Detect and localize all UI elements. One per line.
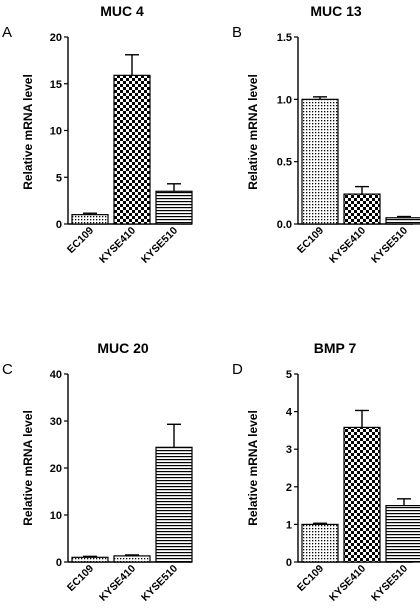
plot-area: 0.0 0.5 1.0 1.5 EC109 KYSE410 KYSE510 <box>277 32 420 266</box>
bar-ec109 <box>71 556 109 563</box>
y-tick-label: 0.0 <box>277 219 292 231</box>
y-tick-label: 0 <box>286 557 292 569</box>
panel-a: A MUC 4 Relative mRNA level 0 5 10 15 20 EC10… <box>2 3 193 266</box>
x-category-label: KYSE510 <box>369 563 410 604</box>
bar-kyse510 <box>155 446 193 563</box>
bar-ec109 <box>301 98 339 225</box>
bar-ec109 <box>301 523 339 563</box>
y-tick-label: 20 <box>50 463 62 475</box>
y-tick-label: 30 <box>50 416 62 428</box>
plot-area: 0 1 2 3 4 5 EC109 KYSE410 KYSE510 <box>286 369 420 604</box>
bar-kyse410 <box>343 193 381 225</box>
plot-area: 0 5 10 15 20 EC109 KYSE410 KYSE510 <box>50 32 193 266</box>
y-tick-label: 5 <box>286 369 292 381</box>
x-category-label: KYSE410 <box>327 225 368 266</box>
panel-letter: B <box>232 24 242 41</box>
y-axis-label: Relative mRNA level <box>21 410 35 526</box>
y-tick-label: 2 <box>286 482 292 494</box>
y-tick-label: 10 <box>50 510 62 522</box>
bar-kyse410 <box>343 426 381 563</box>
y-tick-label: 1.0 <box>277 94 292 106</box>
plot-area: 0 10 20 30 40 EC109 KYSE410 KYSE510 <box>50 369 193 604</box>
x-category-label: KYSE410 <box>327 563 368 604</box>
y-tick-label: 15 <box>50 79 62 91</box>
bar-ec109 <box>71 214 109 225</box>
y-tick-label: 5 <box>56 172 62 184</box>
bar-kyse510 <box>385 217 420 225</box>
y-tick-label: 20 <box>50 32 62 44</box>
x-category-label: EC109 <box>295 225 326 256</box>
x-category-label: KYSE410 <box>97 563 138 604</box>
panel-c: C MUC 20 Relative mRNA level 0 10 20 30 40 EC… <box>2 340 193 604</box>
chart-title: MUC 13 <box>310 3 362 19</box>
y-tick-label: 0.5 <box>277 157 292 169</box>
bar-kyse410 <box>113 74 151 225</box>
panel-b: B MUC 13 Relative mRNA level 0.0 0.5 1.0 1.… <box>232 3 420 266</box>
y-axis-label: Relative mRNA level <box>21 74 35 190</box>
x-category-label: KYSE410 <box>97 225 138 266</box>
y-tick-label: 3 <box>286 444 292 456</box>
x-category-label: KYSE510 <box>139 225 180 266</box>
y-tick-label: 4 <box>286 407 293 419</box>
chart-title: MUC 20 <box>97 340 149 356</box>
chart-title: MUC 4 <box>100 3 144 19</box>
x-category-label: EC109 <box>295 563 326 594</box>
bar-kyse510 <box>155 190 193 225</box>
y-tick-label: 0 <box>56 219 62 231</box>
y-tick-label: 1.5 <box>277 32 292 44</box>
x-category-label: EC109 <box>65 225 96 256</box>
y-tick-label: 10 <box>50 126 62 138</box>
x-category-label: KYSE510 <box>139 563 180 604</box>
y-tick-label: 1 <box>286 519 292 531</box>
y-tick-label: 0 <box>56 557 62 569</box>
bar-kyse510 <box>385 505 420 563</box>
panel-letter: A <box>2 24 12 41</box>
y-tick-label: 40 <box>50 369 62 381</box>
bar-kyse410 <box>113 555 151 563</box>
panel-letter: D <box>232 361 243 378</box>
panel-letter: C <box>2 361 13 378</box>
y-axis-label: Relative mRNA level <box>246 74 260 190</box>
y-axis-label: Relative mRNA level <box>246 410 260 526</box>
x-category-label: KYSE510 <box>369 225 410 266</box>
x-category-label: EC109 <box>65 563 96 594</box>
chart-title: BMP 7 <box>314 340 357 356</box>
